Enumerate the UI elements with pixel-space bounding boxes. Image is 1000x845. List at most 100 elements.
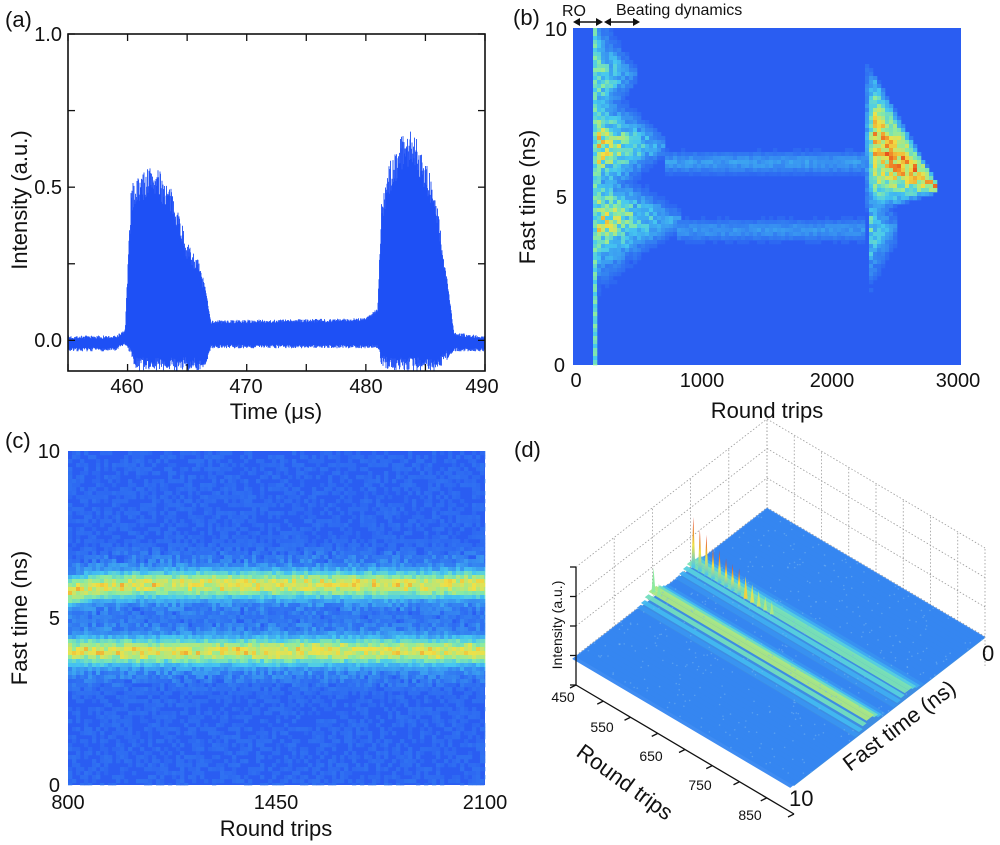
heatmap-cell — [657, 228, 662, 233]
heatmap-cell — [693, 240, 698, 245]
heatmap-cell — [88, 731, 93, 736]
heatmap-cell — [593, 308, 598, 313]
heatmap-cell — [180, 651, 185, 656]
heatmap-cell — [68, 707, 73, 712]
heatmap-cell — [901, 124, 906, 129]
heatmap-cell — [140, 575, 145, 580]
heatmap-cell — [613, 180, 618, 185]
heatmap-cell — [264, 471, 269, 476]
heatmap-cell — [741, 156, 746, 161]
heatmap-cell — [733, 232, 738, 237]
heatmap-cell — [224, 519, 229, 524]
heatmap-cell — [124, 671, 129, 676]
heatmap-cell — [140, 571, 145, 576]
heatmap-cell — [248, 727, 253, 732]
heatmap-cell — [156, 643, 161, 648]
heatmap-cell — [184, 539, 189, 544]
heatmap-cell — [224, 703, 229, 708]
heatmap-cell — [264, 563, 269, 568]
heatmap-cell — [873, 132, 878, 137]
heatmap-cell — [264, 595, 269, 600]
heatmap-cell — [661, 208, 666, 213]
heatmap-cell — [609, 76, 614, 81]
heatmap-cell — [260, 775, 265, 780]
heatmap-cell — [240, 599, 245, 604]
heatmap-cell — [164, 651, 169, 656]
heatmap-cell — [140, 455, 145, 460]
heatmap-cell — [192, 583, 197, 588]
heatmap-cell — [220, 687, 225, 692]
heatmap-cell — [889, 216, 894, 221]
heatmap-cell — [881, 140, 886, 145]
heatmap-cell — [901, 136, 906, 141]
heatmap-cell — [252, 699, 257, 704]
heatmap-cell — [112, 659, 117, 664]
heatmap-cell — [793, 156, 798, 161]
heatmap-cell — [100, 627, 105, 632]
heatmap-cell — [176, 575, 181, 580]
heatmap-cell — [104, 759, 109, 764]
heatmap-cell — [893, 204, 898, 209]
heatmap-cell — [112, 647, 117, 652]
heatmap-cell — [72, 747, 77, 752]
heatmap-cell — [244, 619, 249, 624]
heatmap-cell — [597, 168, 602, 173]
heatmap-cell — [76, 771, 81, 776]
heatmap-cell — [116, 463, 121, 468]
heatmap-cell — [244, 663, 249, 668]
heatmap-cell — [144, 667, 149, 672]
panel-a: (a) 1.0 0.5 0.0 460 470 480 490 Time (μs… — [5, 7, 499, 424]
heatmap-cell — [208, 651, 213, 656]
heatmap-cell — [633, 116, 638, 121]
heatmap-cell — [224, 735, 229, 740]
heatmap-cell — [180, 703, 185, 708]
heatmap-cell — [216, 739, 221, 744]
heatmap-cell — [88, 675, 93, 680]
heatmap-cell — [785, 164, 790, 169]
heatmap-cell — [100, 595, 105, 600]
heatmap-cell — [104, 487, 109, 492]
heatmap-cell — [124, 559, 129, 564]
heatmap-cell — [601, 164, 606, 169]
heatmap-cell — [248, 499, 253, 504]
heatmap-cell — [160, 751, 165, 756]
heatmap-cell — [184, 567, 189, 572]
heatmap-cell — [136, 667, 141, 672]
heatmap-cell — [212, 591, 217, 596]
heatmap-cell — [204, 455, 209, 460]
heatmap-cell — [92, 499, 97, 504]
heatmap-cell — [184, 755, 189, 760]
heatmap-cell — [96, 463, 101, 468]
heatmap-cell — [140, 507, 145, 512]
heatmap-cell — [697, 240, 702, 245]
heatmap-cell — [613, 108, 618, 113]
heatmap-cell — [252, 635, 257, 640]
heatmap-cell — [220, 467, 225, 472]
heatmap-cell — [625, 240, 630, 245]
heatmap-cell — [260, 675, 265, 680]
heatmap-cell — [152, 483, 157, 488]
heatmap-cell — [869, 68, 874, 73]
heatmap-cell — [232, 483, 237, 488]
heatmap-cell — [220, 731, 225, 736]
heatmap-cell — [116, 543, 121, 548]
heatmap-cell — [88, 535, 93, 540]
heatmap-cell — [605, 176, 610, 181]
heatmap-cell — [597, 164, 602, 169]
heatmap-cell — [593, 44, 598, 49]
heatmap-cell — [124, 491, 129, 496]
heatmap-cell — [721, 224, 726, 229]
heatmap-cell — [136, 627, 141, 632]
heatmap-cell — [637, 200, 642, 205]
heatmap-cell — [156, 675, 161, 680]
heatmap-cell — [873, 216, 878, 221]
heatmap-cell — [76, 495, 81, 500]
heatmap-cell — [224, 615, 229, 620]
heatmap-cell — [200, 687, 205, 692]
heatmap-cell — [92, 779, 97, 784]
heatmap-cell — [168, 667, 173, 672]
heatmap-cell — [869, 160, 874, 165]
heatmap-cell — [232, 627, 237, 632]
heatmap-cell — [629, 132, 634, 137]
heatmap-cell — [609, 176, 614, 181]
